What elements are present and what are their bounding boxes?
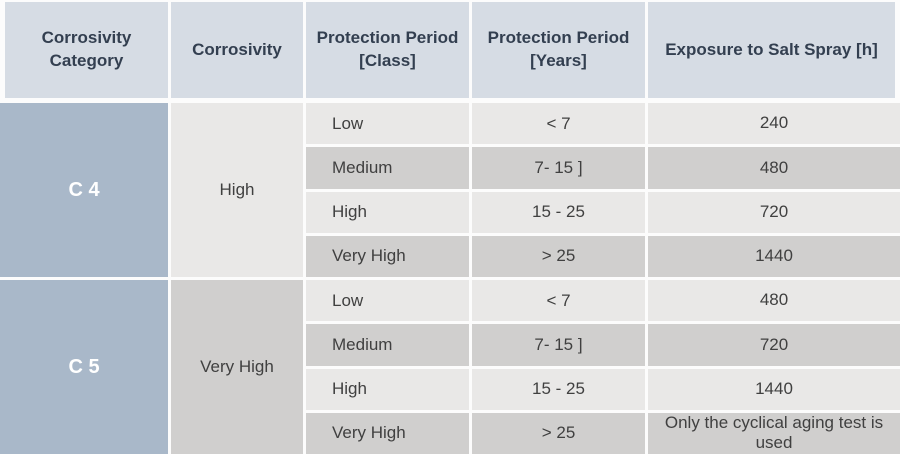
c5-high-exposure-cell: 1440 bbox=[648, 368, 900, 410]
c4-low-class-cell: Low bbox=[306, 103, 469, 145]
c4-veryhigh-class-cell: Very High bbox=[306, 235, 469, 277]
c5-low-years-cell: < 7 bbox=[472, 280, 645, 322]
c5-medium-exposure-cell: 720 bbox=[648, 324, 900, 366]
c4-low-exposure-cell: 240 bbox=[648, 103, 900, 145]
c5-high-years-cell: 15 - 25 bbox=[472, 368, 645, 410]
c5-low-exposure-cell: 480 bbox=[648, 280, 900, 322]
c4-high-class-cell: High bbox=[306, 191, 469, 233]
category-cell-c4: C 4 bbox=[0, 103, 168, 277]
corrosivity-cell-c5: Very High bbox=[171, 280, 303, 454]
c4-high-exposure-cell: 720 bbox=[648, 191, 900, 233]
c5-veryhigh-years-cell: > 25 bbox=[472, 412, 645, 454]
c4-medium-class-cell: Medium bbox=[306, 147, 469, 189]
c5-high-class-cell: High bbox=[306, 368, 469, 410]
c4-low-years-cell: < 7 bbox=[472, 103, 645, 145]
corrosivity-cell-c4: High bbox=[171, 103, 303, 277]
c4-veryhigh-years-cell: > 25 bbox=[472, 235, 645, 277]
column-header-corrosivity-category: Corrosivity Category bbox=[5, 2, 168, 98]
c4-medium-years-cell: 7- 15 ] bbox=[472, 147, 645, 189]
c5-low-class-cell: Low bbox=[306, 280, 469, 322]
category-cell-c5: C 5 bbox=[0, 280, 168, 454]
c5-medium-class-cell: Medium bbox=[306, 324, 469, 366]
c4-high-years-cell: 15 - 25 bbox=[472, 191, 645, 233]
c4-veryhigh-exposure-cell: 1440 bbox=[648, 235, 900, 277]
column-header-exposure-salt-spray: Exposure to Salt Spray [h] bbox=[648, 2, 895, 98]
column-header-protection-period-years: Protection Period [Years] bbox=[472, 2, 645, 98]
c5-veryhigh-class-cell: Very High bbox=[306, 412, 469, 454]
column-header-corrosivity: Corrosivity bbox=[171, 2, 303, 98]
c4-medium-exposure-cell: 480 bbox=[648, 147, 900, 189]
c5-veryhigh-exposure-cell: Only the cyclical aging test is used bbox=[648, 412, 900, 454]
c5-medium-years-cell: 7- 15 ] bbox=[472, 324, 645, 366]
column-header-protection-period-class: Protection Period [Class] bbox=[306, 2, 469, 98]
